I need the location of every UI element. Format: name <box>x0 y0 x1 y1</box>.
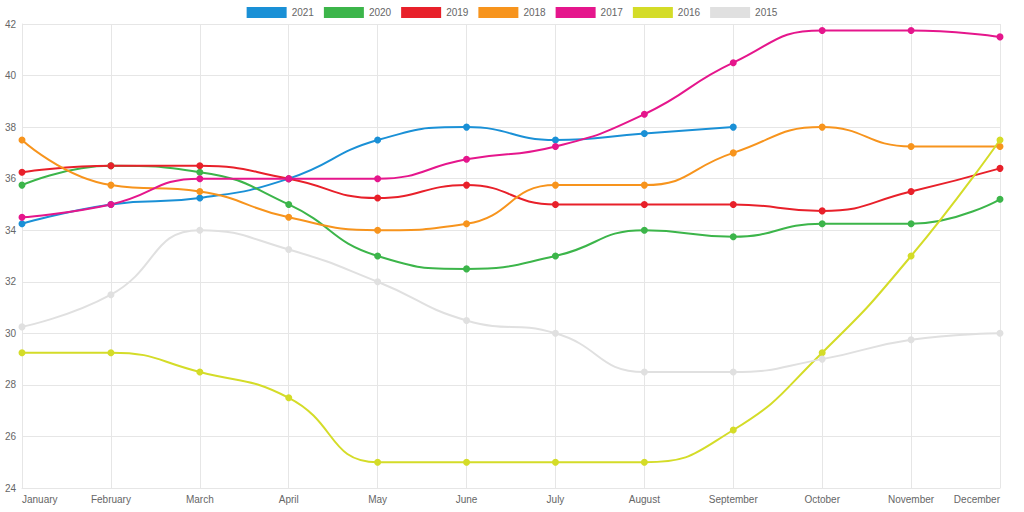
svg-text:October: October <box>804 494 840 505</box>
svg-text:2016: 2016 <box>678 7 701 18</box>
svg-text:34: 34 <box>5 225 17 236</box>
svg-text:March: March <box>186 494 214 505</box>
svg-text:May: May <box>368 494 387 505</box>
svg-text:24: 24 <box>5 483 17 494</box>
svg-text:September: September <box>709 494 759 505</box>
svg-text:30: 30 <box>5 328 17 339</box>
svg-text:26: 26 <box>5 431 17 442</box>
svg-text:February: February <box>91 494 131 505</box>
svg-text:December: December <box>954 494 1001 505</box>
svg-text:42: 42 <box>5 19 17 30</box>
svg-text:June: June <box>456 494 478 505</box>
svg-text:28: 28 <box>5 379 17 390</box>
svg-text:November: November <box>888 494 935 505</box>
svg-text:July: July <box>547 494 565 505</box>
svg-text:January: January <box>22 494 58 505</box>
svg-text:2020: 2020 <box>369 7 392 18</box>
svg-text:April: April <box>279 494 299 505</box>
svg-text:2019: 2019 <box>446 7 469 18</box>
svg-text:2017: 2017 <box>601 7 624 18</box>
svg-text:2015: 2015 <box>755 7 778 18</box>
svg-text:2018: 2018 <box>523 7 546 18</box>
svg-text:August: August <box>629 494 660 505</box>
svg-text:32: 32 <box>5 276 17 287</box>
svg-text:36: 36 <box>5 173 17 184</box>
svg-text:38: 38 <box>5 122 17 133</box>
svg-text:2021: 2021 <box>292 7 315 18</box>
svg-text:40: 40 <box>5 70 17 81</box>
